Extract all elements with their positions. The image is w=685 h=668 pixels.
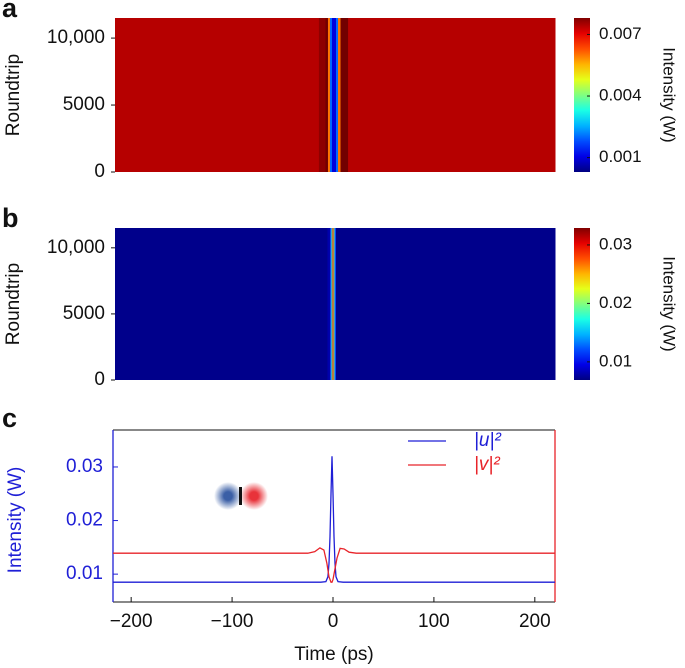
- y-axis-label: Roundtrip: [3, 54, 24, 136]
- colorbar: [574, 228, 590, 380]
- y-tick-label: 10,000: [47, 27, 105, 48]
- heatmap-cell: [318, 18, 326, 172]
- panel-label: b: [2, 203, 19, 233]
- y-tick-label: 5000: [63, 94, 105, 115]
- colorbar-tick-label: 0.001: [599, 147, 642, 166]
- x-tick-label: −200: [110, 611, 153, 632]
- heatmap-cell: [338, 18, 342, 172]
- colorbar-tick-label: 0.03: [599, 234, 632, 253]
- colorbar: [574, 18, 590, 172]
- heatmap-cell: [329, 18, 333, 172]
- x-tick-label: 200: [519, 611, 551, 632]
- heatmap-cell: [334, 228, 337, 380]
- soliton-icon: [214, 482, 268, 510]
- heatmap-cell: [336, 228, 447, 380]
- panel-label: c: [2, 403, 17, 433]
- heatmap-cell: [220, 228, 328, 380]
- panel-label: a: [2, 0, 18, 23]
- x-axis-label: Time (ps): [294, 644, 374, 665]
- heatmap-cell: [446, 228, 556, 380]
- heatmap-cell: [329, 228, 332, 380]
- heatmap-cell: [115, 228, 221, 380]
- colorbar-tick-label: 0.02: [599, 293, 632, 312]
- heatmap-cell: [348, 18, 456, 172]
- x-tick-label: −100: [211, 611, 254, 632]
- legend-label: |v|²: [474, 454, 500, 475]
- colorbar-tick-label: 0.004: [599, 86, 642, 105]
- heatmap-cell: [332, 228, 334, 380]
- heatmap-cell: [327, 228, 331, 380]
- y-tick-label: 0.02: [66, 510, 103, 531]
- x-tick-label: 0: [328, 611, 339, 632]
- heatmap-cell: [214, 18, 320, 172]
- x-tick-label: 100: [418, 611, 450, 632]
- colorbar-label: Intensity (W): [660, 256, 679, 351]
- y-tick-label: 0.01: [66, 563, 103, 584]
- heatmap-cell: [331, 228, 333, 380]
- colorbar-label: Intensity (W): [660, 47, 679, 142]
- colorbar-tick-label: 0.01: [599, 351, 632, 370]
- heatmap-cell: [333, 18, 337, 172]
- heatmap-cell: [115, 18, 215, 172]
- y-tick-label: 0: [94, 369, 105, 390]
- y-tick-label: 0.03: [66, 456, 103, 477]
- heatmap-cell: [325, 18, 329, 172]
- heatmap-cell: [336, 18, 339, 172]
- heatmap-cell: [340, 18, 349, 172]
- y-axis-label: Intensity (W): [5, 467, 26, 574]
- y-tick-label: 5000: [63, 303, 105, 324]
- heatmap-cell: [333, 228, 335, 380]
- heatmap-cell: [331, 18, 335, 172]
- series-line: [113, 456, 555, 583]
- series-line: [113, 547, 555, 583]
- y-tick-label: 10,000: [47, 237, 105, 258]
- colorbar-tick-label: 0.007: [599, 24, 642, 43]
- y-tick-label: 0: [94, 161, 105, 182]
- y-axis-label: Roundtrip: [3, 263, 24, 345]
- heatmap-cell: [327, 18, 331, 172]
- legend-label: |u|²: [474, 430, 501, 451]
- heatmap-cell: [454, 18, 556, 172]
